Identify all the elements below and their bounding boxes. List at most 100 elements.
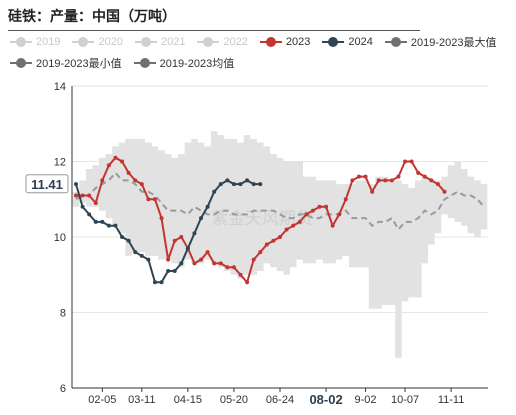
data-point-2024 [126, 238, 131, 243]
data-point-2024 [192, 231, 197, 236]
data-point-2023 [429, 178, 434, 183]
data-point-2023 [87, 193, 92, 198]
data-point-2023 [324, 204, 329, 209]
data-point-2023 [370, 189, 375, 194]
legend-item-2019-2023最大值[interactable]: 2019-2023最大值 [384, 34, 497, 50]
data-point-2023 [389, 178, 394, 183]
legend-marker-icon [259, 37, 282, 47]
legend-item-2022[interactable]: 2022 [197, 34, 248, 50]
legend-label: 2019 [36, 36, 61, 48]
x-tick-label: 10-07 [391, 394, 419, 406]
data-point-2024 [93, 219, 98, 224]
data-point-2023 [435, 182, 440, 187]
data-point-2023 [310, 208, 315, 213]
legend-label: 2022 [223, 36, 248, 48]
data-point-2024 [251, 182, 256, 187]
data-point-2024 [199, 216, 204, 221]
crosshair-y-label-box [25, 174, 69, 194]
data-point-2023 [166, 257, 171, 262]
data-point-2023 [74, 193, 78, 198]
x-tick-label: 11-11 [438, 394, 465, 406]
data-point-2023 [238, 272, 243, 277]
data-point-2023 [396, 174, 401, 179]
legend-label: 2020 [98, 36, 123, 48]
data-point-2023 [93, 201, 98, 206]
legend-marker-icon [322, 37, 345, 47]
data-point-2023 [264, 242, 269, 247]
data-point-2023 [383, 178, 388, 183]
data-point-2024 [139, 253, 144, 258]
data-point-2023 [192, 261, 197, 266]
x-tick-label: 04-15 [174, 394, 202, 406]
data-point-2023 [304, 212, 309, 217]
data-point-2024 [225, 178, 230, 183]
legend-label: 2023 [285, 36, 311, 48]
data-point-2023 [363, 174, 368, 179]
data-point-2023 [120, 159, 125, 164]
data-point-2024 [106, 223, 111, 228]
y-tick-label: 8 [60, 308, 66, 320]
y-tick-label: 14 [54, 81, 66, 93]
legend-item-2020[interactable]: 2020 [72, 34, 123, 50]
data-point-2023 [225, 265, 230, 270]
data-point-2023 [159, 216, 164, 221]
data-point-2024 [113, 223, 118, 228]
data-point-2024 [80, 204, 85, 209]
data-point-2023 [330, 223, 335, 228]
legend-item-2019-2023均值[interactable]: 2019-2023均值 [133, 55, 234, 71]
x-tick-label: 05-20 [220, 394, 248, 406]
data-point-2024 [166, 268, 171, 273]
data-point-2023 [199, 257, 204, 262]
data-point-2024 [218, 182, 223, 187]
data-point-2024 [231, 182, 236, 187]
title-divider [8, 30, 420, 31]
legend-label: 2019-2023最大值 [410, 37, 497, 49]
data-point-2023 [179, 235, 184, 239]
data-point-2024 [152, 280, 157, 285]
legend-label: 2024 [348, 36, 373, 48]
data-point-2023 [337, 212, 342, 217]
data-point-2023 [245, 280, 250, 285]
data-point-2024 [146, 257, 151, 262]
legend-marker-icon [134, 37, 157, 47]
y-tick-label: 6 [60, 383, 66, 395]
data-point-2023 [356, 174, 361, 179]
legend-label: 2019-2023最小值 [36, 58, 122, 70]
x-tick-label: 02-05 [88, 394, 116, 406]
data-point-2023 [291, 223, 296, 228]
legend-item-2024[interactable]: 2024 [322, 34, 373, 50]
watermark-text: 紫金天风期货 [211, 209, 313, 229]
legend-item-2023[interactable]: 2023 [259, 34, 311, 50]
data-point-2023 [231, 265, 236, 270]
data-point-2023 [212, 261, 217, 266]
legend-item-2019[interactable]: 2019 [10, 34, 60, 50]
data-point-2023 [258, 250, 263, 255]
data-point-2023 [278, 235, 282, 239]
data-point-2024 [74, 182, 78, 187]
data-point-2023 [251, 257, 256, 262]
data-point-2023 [409, 159, 414, 164]
data-point-2023 [218, 261, 223, 266]
data-point-2023 [80, 193, 85, 198]
data-point-2023 [442, 189, 447, 194]
data-point-2024 [238, 182, 243, 187]
series-line-2019-2023-mean [75, 171, 485, 232]
data-point-2023 [317, 204, 322, 209]
data-point-2023 [126, 170, 131, 175]
legend-marker-icon [72, 37, 95, 47]
legend-item-2021[interactable]: 2021 [134, 34, 185, 50]
data-point-2024 [120, 235, 125, 239]
data-point-2023 [343, 197, 348, 202]
chart-title: 硅铁：产量：中国（万吨） [8, 9, 176, 25]
data-point-2024 [212, 189, 217, 194]
data-point-2023 [205, 250, 210, 255]
data-point-2023 [422, 174, 427, 179]
data-point-2023 [297, 219, 302, 224]
data-point-2023 [376, 178, 381, 183]
data-point-2023 [100, 178, 105, 183]
data-point-2023 [271, 238, 276, 243]
legend-item-2019-2023最小值[interactable]: 2019-2023最小值 [10, 55, 122, 71]
x-tick-label: 03-11 [128, 394, 155, 406]
legend-marker-icon [133, 58, 156, 68]
